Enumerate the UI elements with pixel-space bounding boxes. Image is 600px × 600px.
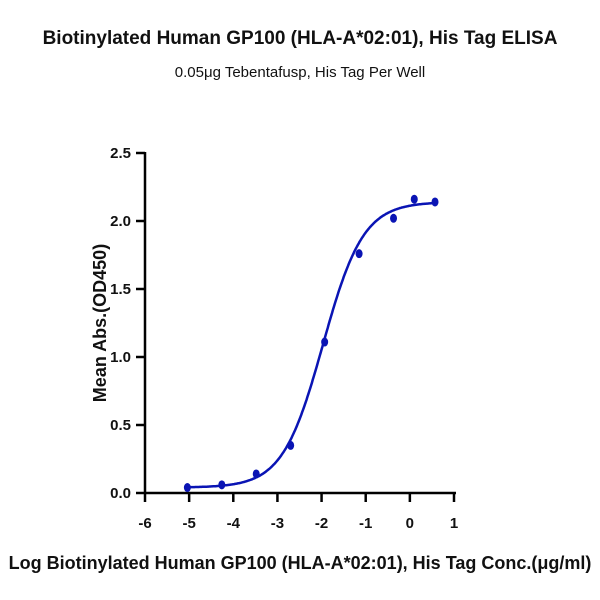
y-axis-label: Mean Abs.(OD450) <box>90 244 110 402</box>
y-tick-label: 1.0 <box>110 349 131 366</box>
data-point <box>218 480 226 490</box>
y-tick-label: 1.5 <box>110 281 131 298</box>
data-point <box>410 194 418 204</box>
data-point <box>321 337 329 347</box>
fit-curve <box>187 201 435 489</box>
chart-title: Biotinylated Human GP100 (HLA-A*02:01), … <box>42 28 558 49</box>
data-point <box>431 197 439 207</box>
y-tick-label: 0.0 <box>110 485 131 502</box>
x-tick-label: -4 <box>227 515 241 532</box>
data-point <box>183 483 191 493</box>
x-tick-label: -3 <box>271 515 284 532</box>
data-point <box>390 213 398 223</box>
x-axis-label: Log Biotinylated Human GP100 (HLA-A*02:0… <box>9 553 592 573</box>
data-point <box>287 440 295 450</box>
x-tick-label: 0 <box>406 515 414 532</box>
y-tick-label: 2.5 <box>110 145 131 162</box>
x-tick-label: -6 <box>138 515 151 532</box>
x-tick-label: -1 <box>359 515 372 532</box>
x-tick-label: 1 <box>450 515 458 532</box>
chart-subtitle: 0.05μg Tebentafusp, His Tag Per Well <box>174 64 426 81</box>
data-point <box>252 469 260 479</box>
x-tick-label: -5 <box>182 515 195 532</box>
data-point <box>355 249 363 259</box>
y-tick-label: 2.0 <box>110 213 131 230</box>
x-tick-label: -2 <box>315 515 328 532</box>
y-tick-label: 0.5 <box>110 417 131 434</box>
